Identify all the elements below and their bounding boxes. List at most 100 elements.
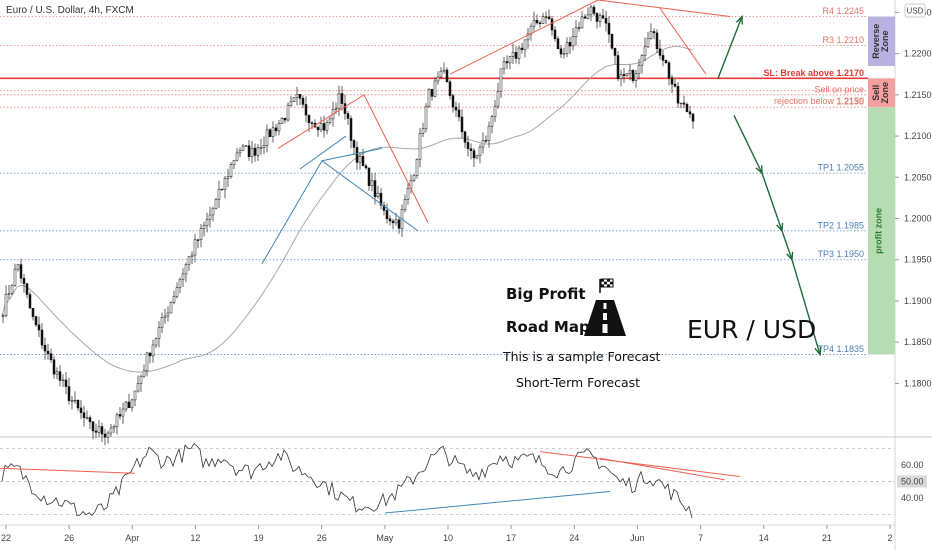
rsi-tick-label: 40.00	[901, 493, 924, 503]
currency-badge[interactable]	[904, 3, 926, 18]
candle-body	[7, 293, 11, 295]
candle-body	[169, 301, 173, 314]
candle-body	[304, 104, 308, 116]
candle-body	[112, 426, 116, 429]
candle-body	[88, 417, 92, 423]
candle-body	[442, 69, 446, 72]
candle-body	[370, 180, 374, 186]
chart-title: Euro / U.S. Dollar, 4h, FXCM	[6, 5, 134, 16]
candle-body	[397, 219, 401, 229]
candle-body	[403, 199, 407, 210]
candle-body	[499, 68, 503, 92]
candle-body	[52, 359, 56, 375]
time-tick-label: 14	[759, 533, 769, 543]
candle-body	[118, 414, 122, 417]
candle-body	[625, 73, 629, 77]
candle-body	[502, 61, 506, 70]
candle-body	[526, 33, 530, 41]
candle-body	[577, 27, 581, 29]
candle-body	[46, 350, 50, 354]
candle-body	[316, 126, 320, 131]
moving-average	[1, 46, 693, 373]
candle-body	[592, 6, 596, 14]
zone-label: ReverseZone	[871, 24, 890, 59]
candle-body	[493, 105, 497, 117]
candle-body	[562, 53, 566, 55]
time-tick-label: 26	[64, 533, 74, 543]
candle-body	[322, 123, 326, 131]
candle-body	[196, 239, 200, 241]
candle-body	[13, 268, 17, 286]
candle-body	[148, 352, 152, 357]
candle-body	[58, 371, 62, 381]
rsi-line	[1, 442, 693, 519]
forecast-arrows	[717, 14, 822, 357]
level-label: 1.2135	[836, 97, 864, 107]
time-tick-label: Apr	[125, 533, 139, 543]
price-tick-label: 1.21500	[904, 90, 932, 100]
candle-body	[310, 122, 314, 124]
candle-body	[574, 27, 578, 37]
zone-label: SellZone	[871, 82, 890, 104]
candle-body	[115, 414, 119, 427]
candle-body	[283, 117, 287, 121]
forecast-arrow-line	[791, 259, 821, 355]
candle-body	[406, 188, 410, 200]
candle-body	[412, 175, 416, 181]
candle-body	[607, 22, 611, 35]
candle-body	[565, 42, 569, 54]
candle-body	[277, 123, 281, 132]
candle-body	[268, 129, 272, 137]
time-axis: 22 26 Apr 12 19 26 May 10 17 24 Jun 7 14 21 2	[1, 525, 893, 543]
candle-body	[448, 81, 452, 96]
candle-body	[61, 379, 65, 382]
candle-body	[133, 390, 137, 401]
level-label: R4 1.2245	[822, 6, 864, 16]
candle-body	[571, 36, 575, 47]
candle-body	[151, 344, 155, 357]
candle-body	[514, 52, 518, 59]
candle-body	[292, 97, 296, 103]
candle-body	[175, 287, 179, 297]
candle-body	[298, 94, 302, 99]
candle-body	[364, 165, 368, 169]
time-tick-label: 2	[887, 533, 892, 543]
rsi-current-label: 50.00	[901, 477, 924, 487]
candle-body	[235, 152, 239, 161]
candle-body	[124, 401, 128, 410]
candle-body	[223, 178, 227, 190]
candle-body	[445, 69, 449, 83]
zone-label: profit zone	[874, 208, 884, 254]
forecast-arrow-line	[733, 115, 763, 174]
level-label: TP4 1.1835	[817, 344, 864, 354]
candle-body	[481, 140, 485, 148]
candle-body	[205, 219, 209, 226]
candle-body	[259, 147, 263, 149]
red-channel-top	[449, 0, 731, 75]
candle-body	[109, 427, 113, 434]
time-tick-label: 7	[698, 533, 703, 543]
candle-body	[37, 324, 41, 331]
forecast-up-arrow-line	[717, 16, 743, 79]
candle-body	[43, 344, 47, 352]
price-tick-label: 1.19500	[904, 255, 932, 265]
road-map-label: Road Map	[506, 318, 590, 336]
candle-body	[472, 150, 476, 159]
candle-body	[22, 277, 26, 284]
candle-body	[67, 386, 71, 401]
candle-body	[352, 140, 356, 148]
candle-body	[181, 273, 185, 280]
level-label: R3 1.2210	[822, 35, 864, 45]
candles	[1, 4, 695, 446]
checkered-flag-icon	[599, 278, 614, 293]
candle-body	[613, 47, 617, 56]
level-label: TP3 1.1950	[817, 249, 864, 259]
price-tick-label: 1.19000	[904, 296, 932, 306]
candle-body	[652, 31, 656, 34]
rsi-tick-label: 60.00	[901, 460, 924, 470]
candle-body	[490, 116, 494, 127]
zone-band	[868, 107, 895, 355]
candle-body	[532, 19, 536, 27]
zone-band	[868, 78, 895, 108]
